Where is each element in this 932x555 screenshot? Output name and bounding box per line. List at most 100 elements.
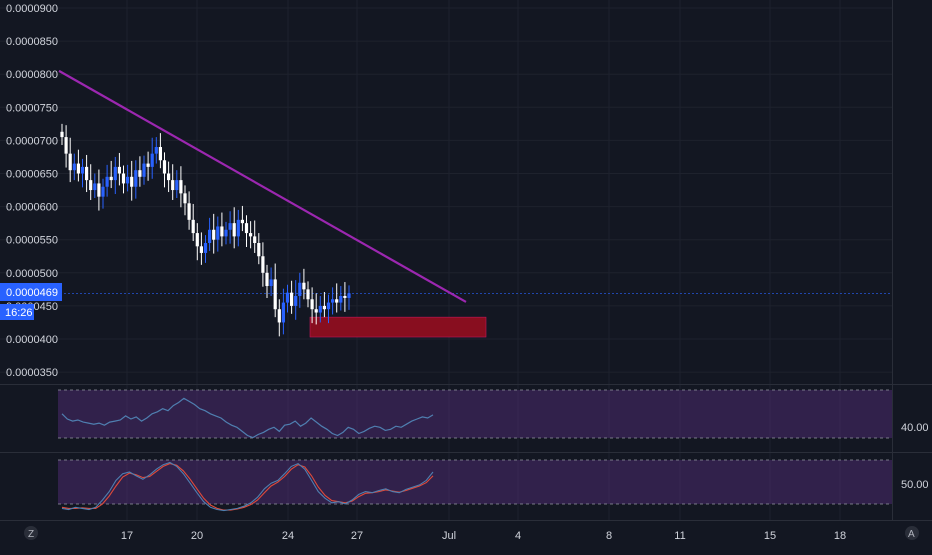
rsi-band [58, 390, 892, 438]
candle-body[interactable] [343, 295, 347, 298]
time-tick-label: 20 [191, 530, 203, 542]
time-tick-label: 24 [282, 530, 294, 542]
stoch-band [58, 460, 892, 504]
stoch-value-label: 50.00 [901, 479, 929, 491]
candle-body[interactable] [224, 229, 228, 237]
candle-body[interactable] [142, 163, 146, 177]
candle-body[interactable] [76, 163, 80, 174]
candle-body[interactable] [60, 131, 64, 138]
candle-body[interactable] [146, 163, 150, 167]
candle-body[interactable] [109, 176, 113, 181]
current-price-label: 0.0000469 [6, 287, 58, 299]
candle-body[interactable] [322, 305, 326, 310]
candle-body[interactable] [93, 183, 97, 191]
candle-body[interactable] [105, 176, 109, 187]
candle-body[interactable] [179, 180, 183, 194]
candle-body[interactable] [265, 272, 269, 287]
time-tick-label: 15 [764, 530, 776, 542]
candle-body[interactable] [208, 229, 212, 244]
price-tick-label: 0.0000400 [6, 334, 58, 346]
price-tick-label: 0.0000650 [6, 169, 58, 181]
time-tick-label: Jul [442, 530, 456, 542]
candle-body[interactable] [68, 153, 72, 171]
candle-body[interactable] [249, 233, 253, 237]
time-axis[interactable]: 17 20 24 27 Jul 4 8 11 15 18 [121, 530, 846, 542]
candle-body[interactable] [257, 243, 261, 257]
candle-body[interactable] [314, 309, 318, 313]
candle-body[interactable] [130, 176, 134, 187]
support-zone-box[interactable] [309, 316, 487, 338]
candle-body[interactable] [134, 170, 138, 187]
candle-body[interactable] [126, 176, 130, 184]
candle-body[interactable] [121, 173, 126, 184]
candle-body[interactable] [117, 166, 121, 174]
candle-body[interactable] [281, 302, 285, 323]
candle-body[interactable] [72, 163, 76, 171]
candle-body[interactable] [85, 166, 89, 181]
price-tick-label: 0.0000750 [6, 102, 58, 114]
candle-body[interactable] [347, 293, 351, 298]
candle-body[interactable] [220, 226, 224, 237]
candle-body[interactable] [285, 292, 290, 303]
candle-body[interactable] [212, 229, 216, 240]
candle-body[interactable] [290, 292, 294, 306]
candle-body[interactable] [64, 137, 68, 154]
candle-body[interactable] [175, 180, 179, 191]
price-tick-label: 0.0000600 [6, 202, 58, 214]
candle-body[interactable] [80, 166, 85, 174]
candle-body[interactable] [171, 180, 175, 191]
candle-body[interactable] [150, 153, 154, 167]
candle-body[interactable] [167, 173, 171, 181]
candle-body[interactable] [335, 299, 339, 303]
timezone-icon[interactable]: Z [24, 526, 38, 540]
candle-body[interactable] [199, 246, 203, 253]
candle-body[interactable] [183, 193, 187, 204]
candle-body[interactable] [97, 183, 101, 197]
candle-body[interactable] [306, 289, 310, 300]
time-tick-label: 17 [121, 530, 133, 542]
rsi-line[interactable] [61, 397, 434, 439]
candle-body[interactable] [89, 180, 93, 191]
candle-body[interactable] [331, 299, 335, 303]
candle-body[interactable] [203, 243, 208, 253]
candle-body[interactable] [113, 166, 117, 181]
price-axis[interactable]: 0.0000900 0.0000850 0.0000800 0.0000750 0.00… [6, 3, 58, 379]
candle-body[interactable] [232, 223, 236, 237]
candle-body[interactable] [269, 279, 273, 287]
candle-body[interactable] [298, 282, 302, 296]
candle-body[interactable] [240, 219, 244, 224]
candle-body[interactable] [277, 309, 281, 323]
candle-body[interactable] [253, 236, 257, 244]
descending-trendline[interactable] [58, 69, 467, 303]
candle-body[interactable] [236, 219, 240, 237]
time-tick-label: 18 [834, 530, 846, 542]
price-tick-label: 0.0000850 [6, 36, 58, 48]
auto-scale-icon[interactable]: A [905, 526, 919, 540]
candle-body[interactable] [158, 147, 162, 161]
candle-body[interactable] [216, 226, 220, 240]
candle-body[interactable] [195, 233, 199, 247]
candle-body[interactable] [154, 147, 158, 154]
candle-body[interactable] [302, 282, 306, 290]
candle-body[interactable] [244, 223, 249, 234]
price-tick-label: 0.0000800 [6, 69, 58, 81]
candle-body[interactable] [162, 160, 167, 174]
candle-body[interactable] [191, 219, 195, 234]
candle-body[interactable] [294, 295, 298, 306]
price-tick-label: 0.0000350 [6, 367, 58, 379]
candle-body[interactable] [318, 305, 322, 313]
candle-body[interactable] [228, 223, 232, 230]
candle-body[interactable] [310, 299, 314, 310]
candle-body[interactable] [326, 302, 331, 310]
price-tick-label: 0.0000500 [6, 268, 58, 280]
candles-series[interactable] [60, 123, 351, 337]
candle-body[interactable] [187, 203, 191, 220]
candle-body[interactable] [138, 170, 142, 177]
candle-body[interactable] [273, 279, 277, 310]
candle-body[interactable] [101, 186, 105, 197]
candle-body[interactable] [261, 256, 265, 273]
candle-body[interactable] [339, 295, 343, 303]
stoch-k-line[interactable] [61, 461, 434, 512]
